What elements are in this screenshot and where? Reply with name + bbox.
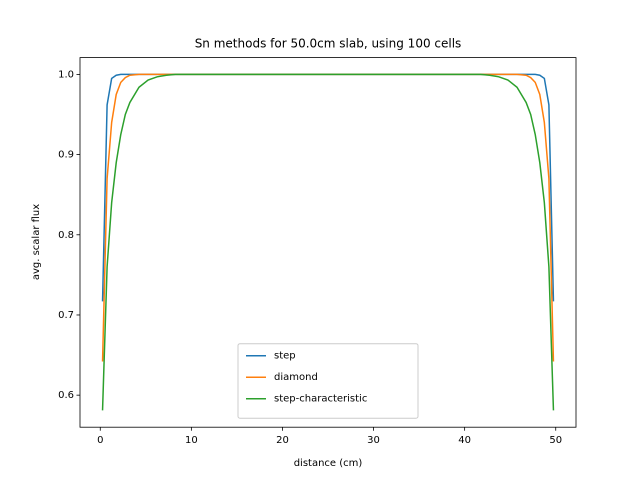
x-tick-label: 20 [276,435,289,446]
y-axis-label: avg. scalar flux [31,204,42,280]
legend-label: step [274,351,296,362]
x-axis-label: distance (cm) [294,458,363,469]
x-tick-label: 30 [367,435,380,446]
plot-frame [79,57,577,428]
line-series [101,73,555,411]
line-series [101,73,555,362]
line-series [101,73,555,302]
y-tick-label: 0.8 [58,230,74,241]
x-tick-label: 40 [458,435,471,446]
chart-title: Sn methods for 50.0cm slab, using 100 ce… [195,37,462,51]
y-tick-label: 1.0 [58,69,74,80]
y-tick-label: 0.9 [58,150,74,161]
x-tick-label: 0 [97,435,103,446]
legend-box [237,343,419,419]
legend-label: step-characteristic [274,394,367,405]
y-tick-label: 0.7 [58,310,74,321]
x-tick-label: 50 [549,435,562,446]
y-tick-label: 0.6 [58,390,74,401]
legend-label: diamond [274,372,318,383]
x-tick-label: 10 [185,435,198,446]
